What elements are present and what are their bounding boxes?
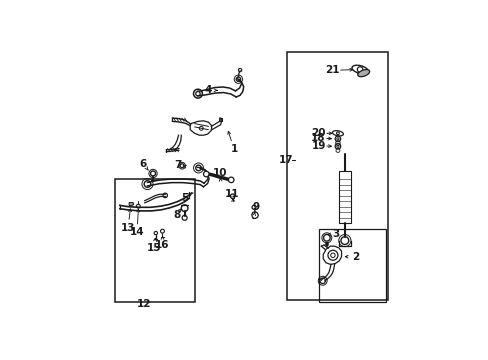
Text: 3: 3: [332, 229, 339, 239]
Polygon shape: [129, 203, 133, 205]
Text: 20: 20: [311, 128, 325, 138]
Text: 13: 13: [121, 222, 135, 233]
Ellipse shape: [357, 69, 369, 77]
Circle shape: [203, 171, 208, 177]
Text: 8: 8: [173, 210, 180, 220]
Bar: [318, 229, 386, 302]
Text: 12: 12: [136, 299, 151, 309]
Bar: [338, 171, 350, 223]
Text: 1: 1: [230, 144, 237, 153]
Text: 21: 21: [325, 66, 339, 75]
Text: 9: 9: [252, 202, 259, 212]
Text: 19: 19: [311, 141, 325, 151]
Text: 14: 14: [129, 227, 144, 237]
Text: 16: 16: [155, 240, 169, 250]
Text: 11: 11: [224, 189, 239, 199]
Circle shape: [357, 67, 362, 72]
Text: 15: 15: [146, 243, 161, 253]
Text: 6: 6: [139, 159, 146, 169]
Bar: [115, 179, 194, 302]
Text: 18: 18: [311, 133, 325, 143]
Circle shape: [228, 177, 233, 183]
Text: 4: 4: [204, 85, 212, 95]
Text: 7: 7: [174, 159, 182, 170]
Bar: [286, 51, 387, 300]
Text: 5: 5: [181, 193, 188, 203]
Text: 2: 2: [351, 252, 358, 262]
Text: 17: 17: [278, 155, 293, 165]
Text: 10: 10: [212, 168, 226, 178]
